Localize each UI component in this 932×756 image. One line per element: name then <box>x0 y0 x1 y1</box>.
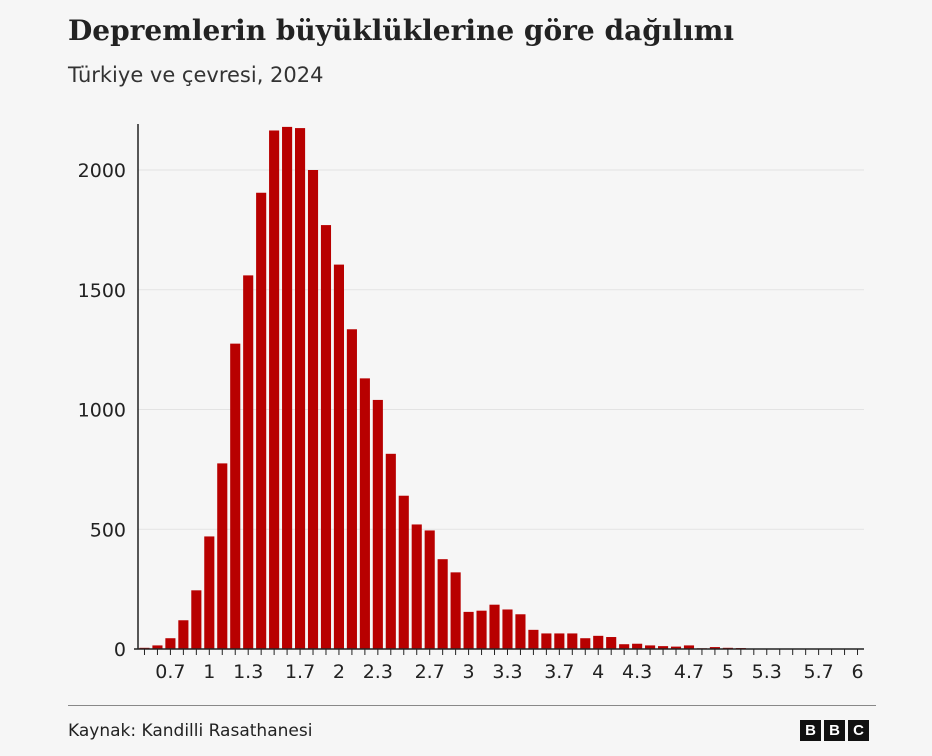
x-tick-label: 2.7 <box>415 661 445 683</box>
bar <box>606 637 617 649</box>
y-tick-label: 1500 <box>78 280 126 302</box>
x-tick-label: 2 <box>333 661 345 683</box>
footer-divider <box>68 705 876 706</box>
bar <box>632 643 643 649</box>
bar <box>320 225 332 649</box>
bar <box>489 604 500 649</box>
bar <box>333 264 345 649</box>
bar <box>294 128 306 649</box>
bbc-logo-letter: C <box>848 720 869 741</box>
bar <box>307 170 319 649</box>
bar <box>437 559 448 649</box>
bar <box>243 275 254 649</box>
bar <box>230 343 241 649</box>
bar <box>359 378 370 649</box>
y-tick-label: 0 <box>114 639 126 661</box>
x-tick-label: 6 <box>851 661 863 683</box>
bar <box>580 638 591 649</box>
bar <box>282 126 293 649</box>
bbc-logo-letter: B <box>824 720 845 741</box>
bar <box>385 453 396 649</box>
bar <box>165 638 176 649</box>
x-tick-label: 0.7 <box>155 661 185 683</box>
bar <box>398 495 409 649</box>
axes: 0 500 1000 1500 2000 0.7 1 1.3 1.7 2 2.3 2.7 3 3.3 3.7… <box>78 124 864 683</box>
bar <box>152 645 163 649</box>
bar <box>424 530 435 649</box>
bar <box>204 536 215 649</box>
bar <box>657 646 669 649</box>
x-tick-label: 5.7 <box>804 661 834 683</box>
bar <box>554 633 565 649</box>
x-tick-label: 3.7 <box>544 661 574 683</box>
bar <box>411 524 422 649</box>
x-tick-label: 3.3 <box>492 661 522 683</box>
chart-subtitle: Türkiye ve çevresi, 2024 <box>68 63 324 87</box>
x-tick-label: 1 <box>203 661 215 683</box>
bar <box>269 130 280 650</box>
source-note: Kaynak: Kandilli Rasathanesi <box>68 721 313 741</box>
chart-title: Depremlerin büyüklüklerine göre dağılımı <box>68 14 734 47</box>
bars <box>139 126 863 650</box>
x-tick-label: 5.3 <box>752 661 782 683</box>
bar <box>178 620 189 649</box>
bar <box>217 463 228 649</box>
bar <box>541 633 552 649</box>
x-tick-label: 4.7 <box>674 661 704 683</box>
y-tick-label: 1000 <box>78 400 126 422</box>
bar <box>528 629 539 649</box>
x-tick-label: 3 <box>463 661 475 683</box>
bar <box>645 645 656 649</box>
bar <box>567 633 578 649</box>
x-tick-label: 5 <box>722 661 734 683</box>
bar <box>683 645 695 649</box>
bbc-logo-letter: B <box>800 720 821 741</box>
x-tick-label: 2.3 <box>363 661 393 683</box>
bar-chart: 0 500 1000 1500 2000 0.7 1 1.3 1.7 2 2.3 2.7 3 3.3 3.7… <box>78 124 864 683</box>
bar <box>450 572 461 649</box>
bar <box>593 635 604 649</box>
y-tick-label: 500 <box>90 519 126 541</box>
bar <box>191 590 202 649</box>
bar <box>670 646 682 649</box>
bar <box>463 611 474 649</box>
bar <box>256 192 267 649</box>
bar <box>515 614 526 649</box>
x-tick-label: 4.3 <box>622 661 652 683</box>
bar <box>476 610 487 649</box>
x-tick-label: 4 <box>592 661 604 683</box>
bar <box>372 399 383 649</box>
bar <box>346 329 357 649</box>
x-tick-label: 1.3 <box>233 661 263 683</box>
bar <box>502 609 513 649</box>
bar <box>709 647 720 649</box>
y-tick-label: 2000 <box>78 160 126 182</box>
bbc-logo: B B C <box>800 720 869 741</box>
bar <box>619 644 630 649</box>
x-tick-label: 1.7 <box>285 661 315 683</box>
